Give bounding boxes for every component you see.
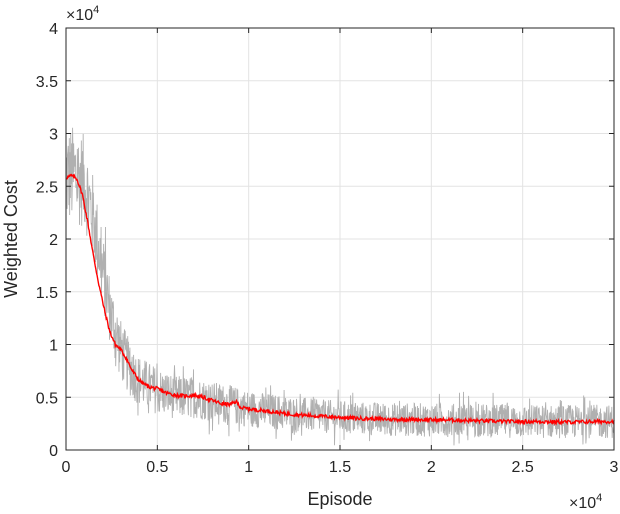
y-multiplier-base: ×10 xyxy=(66,7,93,24)
y-tick-label: 2.5 xyxy=(36,179,58,196)
y-tick-label: 3.5 xyxy=(36,74,58,91)
y-tick-label: 1.5 xyxy=(36,285,58,302)
smoothed-cost-line xyxy=(65,173,615,426)
y-multiplier-exponent: 4 xyxy=(93,4,99,16)
y-axis-label: Weighted Cost xyxy=(1,180,21,298)
x-tick-label: 3 xyxy=(610,459,619,476)
y-tick-label: 3 xyxy=(49,127,58,144)
y-tick-label: 0 xyxy=(49,443,58,460)
y-tick-label: 2 xyxy=(49,232,58,249)
y-tick-label: 1 xyxy=(49,338,58,355)
x-axis-ticks: 0 0.5 1 1.5 2 2.5 3 xyxy=(62,28,619,476)
x-tick-label: 1 xyxy=(244,459,253,476)
smoothed-series xyxy=(65,173,615,426)
y-multiplier: ×104 xyxy=(66,4,99,24)
x-tick-label: 1.5 xyxy=(329,459,351,476)
grid xyxy=(66,28,614,450)
x-multiplier: ×104 xyxy=(569,492,602,512)
x-multiplier-exponent: 4 xyxy=(596,492,602,504)
x-tick-label: 0.5 xyxy=(146,459,168,476)
raw-series xyxy=(65,127,615,446)
x-tick-label: 0 xyxy=(62,459,71,476)
raw-cost-line xyxy=(65,127,615,446)
x-tick-label: 2 xyxy=(427,459,436,476)
y-tick-label: 4 xyxy=(49,21,58,38)
y-axis-ticks: 0 0.5 1 1.5 2 2.5 3 3.5 4 xyxy=(36,21,614,460)
x-multiplier-base: ×10 xyxy=(569,495,596,512)
x-axis-label: Episode xyxy=(307,489,372,509)
y-tick-label: 0.5 xyxy=(36,390,58,407)
x-tick-label: 2.5 xyxy=(512,459,534,476)
